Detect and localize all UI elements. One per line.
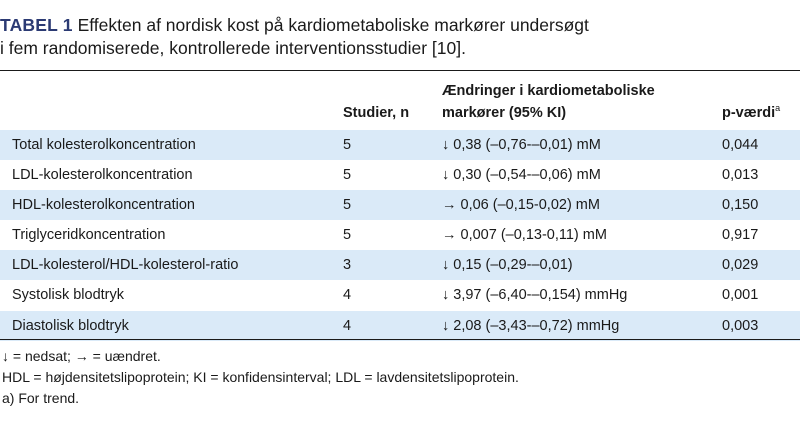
cell-studies: 5 — [343, 197, 352, 214]
caption-text-line2: i fem randomiserede, kontrollerede inter… — [0, 38, 466, 58]
header-change-line1: Ændringer i kardiometaboliske — [442, 83, 655, 99]
cell-marker: Systolisk blodtryk — [12, 287, 125, 304]
table-header: Studier, n Ændringer i kardiometaboliske… — [0, 71, 800, 130]
cell-change: → 0,06 (–0,15-0,02) mM — [442, 197, 600, 214]
bottom-rule — [0, 339, 800, 340]
cell-change: ↓ 0,15 (–0,29-–0,01) — [442, 257, 573, 274]
cell-studies: 4 — [343, 317, 352, 334]
table-row: Total kolesterolkoncentration 5 ↓ 0,38 (… — [0, 130, 800, 161]
cell-p-value: 0,044 — [722, 137, 759, 153]
cell-change: → 0,007 (–0,13-0,11) mM — [442, 227, 607, 244]
table-row: Triglyceridkoncentration 5 → 0,007 (–0,1… — [0, 220, 800, 250]
cell-p-value: 0,917 — [722, 227, 759, 244]
caption-text-line1: Effekten af nordisk kost på kardiometabo… — [72, 15, 589, 35]
cell-p-value: 0,029 — [722, 257, 759, 274]
cell-studies: 4 — [343, 287, 352, 304]
cell-studies: 3 — [343, 257, 352, 274]
header-p-value-text: p-værdi — [722, 105, 776, 121]
footnote-abbreviations: HDL = højdensitetslipoprotein; KI = konf… — [2, 369, 519, 385]
cell-change: ↓ 0,38 (–0,76-–0,01) mM — [442, 137, 601, 153]
cell-change: ↓ 0,30 (–0,54-–0,06) mM — [442, 167, 601, 184]
cell-p-value: 0,150 — [722, 197, 759, 214]
table-caption: TABEL 1 Effekten af nordisk kost på kard… — [0, 14, 790, 60]
cell-p-value: 0,001 — [722, 287, 759, 304]
top-rule — [0, 70, 800, 71]
cell-studies: 5 — [343, 137, 352, 153]
footnotes: ↓ = nedsat; → = uændret. HDL = højdensit… — [2, 346, 519, 409]
footnote-a: a) For trend. — [2, 390, 80, 406]
header-p-value: p-værdia — [722, 102, 780, 124]
cell-p-value: 0,003 — [722, 317, 759, 334]
table-row: Diastolisk blodtryk 4 ↓ 2,08 (–3,43-–0,7… — [0, 310, 800, 341]
cell-marker: LDL-kolesterol/HDL-kolesterol-ratio — [12, 257, 239, 274]
table-row: Systolisk blodtryk 4 ↓ 3,97 (–6,40-–0,15… — [0, 280, 800, 310]
table-row: LDL-kolesterol/HDL-kolesterol-ratio 3 ↓ … — [0, 250, 800, 281]
cell-marker: Triglyceridkoncentration — [12, 227, 166, 244]
header-p-value-sup: a — [775, 103, 781, 114]
header-studies: Studier, n — [343, 105, 410, 121]
table-body: Total kolesterolkoncentration 5 ↓ 0,38 (… — [0, 130, 800, 341]
footnote-arrows: ↓ = nedsat; → = uændret. — [2, 348, 161, 364]
header-change-line2: markører (95% KI) — [442, 105, 567, 121]
cell-studies: 5 — [343, 227, 352, 244]
cell-marker: Total kolesterolkoncentration — [12, 137, 196, 153]
cell-studies: 5 — [343, 167, 352, 184]
header-change: Ændringer i kardiometaboliske markører (… — [442, 80, 655, 124]
table-row: HDL-kolesterolkoncentration 5 → 0,06 (–0… — [0, 190, 800, 221]
cell-marker: HDL-kolesterolkoncentration — [12, 197, 195, 214]
table-label: TABEL 1 — [0, 15, 73, 35]
cell-marker: Diastolisk blodtryk — [12, 317, 129, 334]
cell-p-value: 0,013 — [722, 167, 759, 184]
cell-change: ↓ 2,08 (–3,43-–0,72) mmHg — [442, 317, 620, 334]
table-row: LDL-kolesterolkoncentration 5 ↓ 0,30 (–0… — [0, 160, 800, 190]
cell-marker: LDL-kolesterolkoncentration — [12, 167, 193, 184]
cell-change: ↓ 3,97 (–6,40-–0,154) mmHg — [442, 287, 628, 304]
